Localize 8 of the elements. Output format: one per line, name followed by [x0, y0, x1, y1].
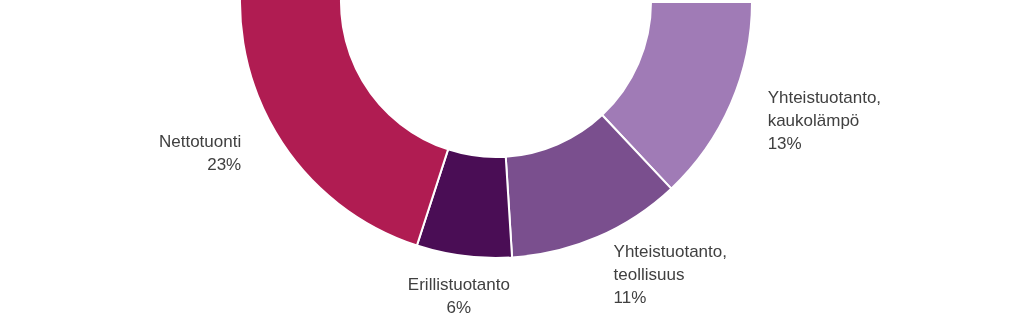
- slice-label: Yhteistuotanto, kaukolämpö: [767, 87, 882, 130]
- data-label: 11%: [613, 287, 647, 307]
- slice-label: Erillistuotanto: [407, 274, 510, 294]
- slice-label: Yhteistuotanto, teollisuus: [613, 241, 727, 284]
- slice-label: Nettotuonti: [158, 131, 242, 151]
- data-label: 13%: [767, 133, 802, 153]
- data-label: 6%: [446, 297, 472, 317]
- data-label: 23%: [207, 154, 242, 174]
